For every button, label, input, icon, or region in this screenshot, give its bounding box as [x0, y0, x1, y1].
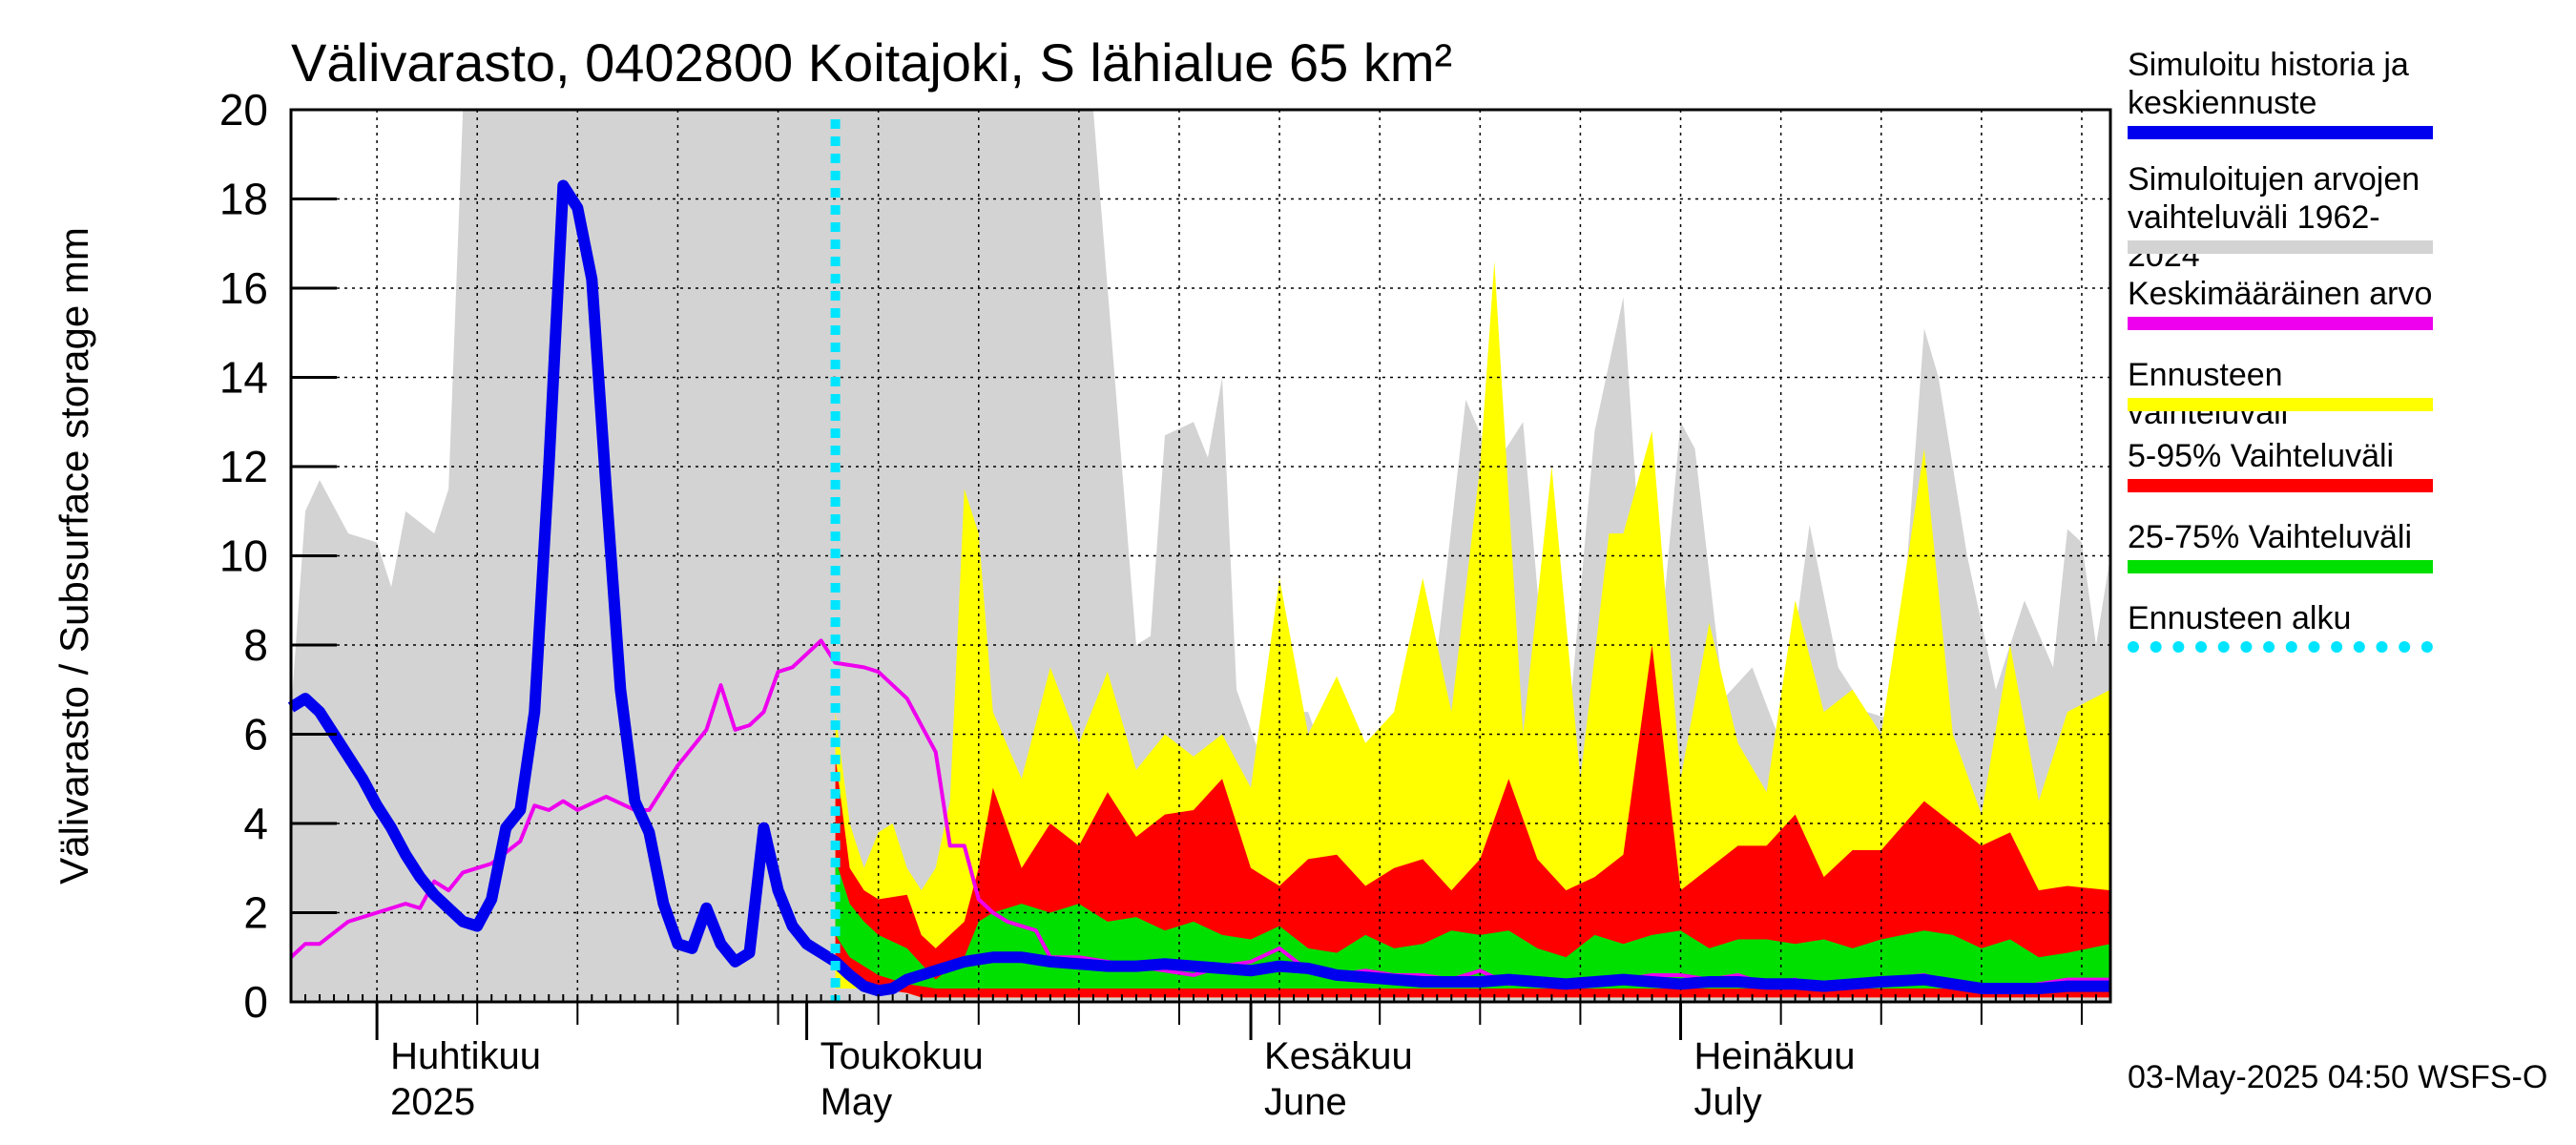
- y-tick-label-10: 20: [219, 85, 268, 135]
- y-tick-label-0: 0: [243, 977, 268, 1027]
- x-month-label-en-1: May: [821, 1081, 893, 1123]
- series-lines: [287, 119, 2110, 1002]
- legend-item: Ennusteen alku: [2128, 599, 2442, 653]
- y-tick-label-1: 2: [243, 888, 268, 938]
- legend-swatch: [2128, 398, 2433, 411]
- legend-item: 5-95% Vaihteluväli: [2128, 437, 2442, 492]
- legend-item: Simuloitu historia ja keskiennuste: [2128, 46, 2442, 139]
- x-month-label-en-0: 2025: [390, 1081, 475, 1123]
- legend-swatch: [2128, 126, 2433, 139]
- legend-label: Ennusteen vaihteluväli: [2128, 357, 2289, 431]
- legend-swatch: [2128, 479, 2433, 492]
- legend-label: Keskimääräinen arvo: [2128, 276, 2433, 312]
- x-month-label-fi-0: Huhtikuu: [390, 1035, 541, 1077]
- y-tick-label-8: 16: [219, 263, 268, 313]
- legend-swatch: [2128, 317, 2433, 330]
- legend-swatch: [2128, 560, 2433, 573]
- band-3: [835, 859, 2111, 989]
- legend-item: Simuloitujen arvojen vaihteluväli 1962-2…: [2128, 160, 2442, 275]
- legend-swatch: [2128, 240, 2433, 254]
- legend-item: Ennusteen vaihteluväli: [2128, 356, 2442, 432]
- x-month-label-en-2: June: [1264, 1081, 1347, 1123]
- legend-item: 25-75% Vaihteluväli: [2128, 518, 2442, 573]
- legend-label: 5-95% Vaihteluväli: [2128, 438, 2395, 474]
- x-month-label-fi-1: Toukokuu: [821, 1035, 984, 1077]
- legend-label: 25-75% Vaihteluväli: [2128, 519, 2412, 555]
- x-month-label-fi-3: Heinäkuu: [1694, 1035, 1856, 1077]
- legend-label: Simuloitujen arvojen vaihteluväli 1962-2…: [2128, 161, 2420, 274]
- timestamp-footer: 03-May-2025 04:50 WSFS-O: [2128, 1059, 2548, 1095]
- y-tick-label-3: 6: [243, 710, 268, 760]
- legend-item: Keskimääräinen arvo: [2128, 275, 2442, 330]
- chart-title: Välivarasto, 0402800 Koitajoki, S lähial…: [291, 32, 1452, 93]
- y-tick-label-7: 14: [219, 353, 268, 403]
- legend-label: Simuloitu historia ja keskiennuste: [2128, 47, 2409, 121]
- band-1: [835, 260, 2111, 998]
- band-2: [835, 645, 2111, 998]
- y-tick-label-9: 18: [219, 175, 268, 224]
- y-tick-label-2: 4: [243, 799, 268, 848]
- legend-swatch: [2128, 641, 2433, 653]
- x-month-label-fi-2: Kesäkuu: [1264, 1035, 1413, 1077]
- series-line-1: [287, 179, 2110, 997]
- y-tick-label-6: 12: [219, 442, 268, 491]
- x-month-label-en-3: July: [1694, 1081, 1762, 1123]
- y-tick-label-4: 8: [243, 620, 268, 670]
- y-tick-label-5: 10: [219, 531, 268, 581]
- y-axis-label: Välivarasto / Subsurface storage mm: [52, 227, 96, 885]
- legend-label: Ennusteen alku: [2128, 600, 2352, 636]
